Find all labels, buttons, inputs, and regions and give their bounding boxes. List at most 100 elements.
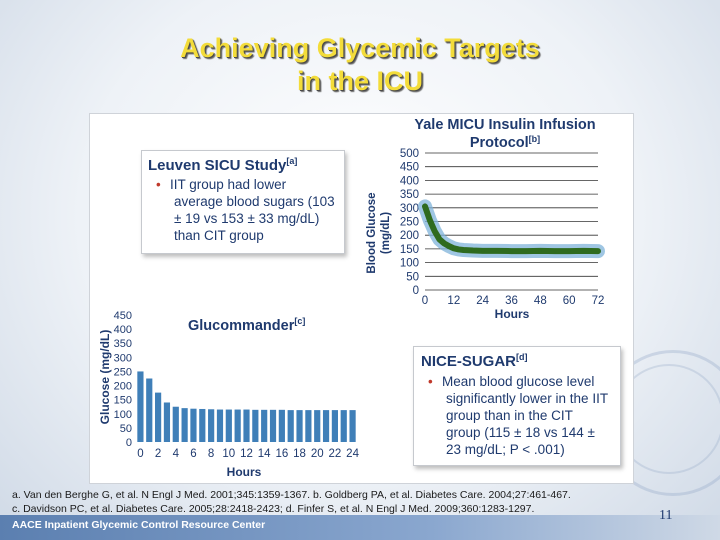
leuven-bullet-line-4: than CIT group bbox=[174, 228, 264, 243]
gluc-bar bbox=[163, 402, 171, 442]
gluc-bar bbox=[261, 409, 268, 442]
yale-data-point bbox=[437, 237, 441, 241]
yale-data-point bbox=[471, 249, 475, 253]
gluc-bar bbox=[172, 406, 179, 442]
yale-data-point bbox=[423, 204, 427, 208]
gluc-bar bbox=[181, 408, 188, 442]
yale-data-point bbox=[567, 249, 571, 253]
yale-y-tick-label: 150 bbox=[400, 244, 419, 256]
gluc-bar bbox=[278, 409, 285, 442]
yale-title-line1: Yale MICU Insulin Infusion bbox=[414, 117, 595, 133]
glucommander-label: Glucommander[c] bbox=[188, 316, 305, 334]
yale-x-tick-label: 24 bbox=[476, 295, 489, 307]
yale-data-point bbox=[428, 218, 432, 222]
gluc-bar bbox=[234, 409, 241, 442]
gluc-y-tick-label: 350 bbox=[114, 338, 132, 350]
yale-plot bbox=[418, 199, 605, 259]
gluc-x-ticks: 0 2 4 6 8 10 12 14 16 18 20 22 24 bbox=[137, 448, 359, 460]
gluc-x-tick-label: 0 bbox=[137, 448, 143, 460]
yale-y-tick-label: 350 bbox=[400, 189, 419, 201]
gluc-y-tick-label: 250 bbox=[114, 366, 132, 378]
yale-y-tick-label: 0 bbox=[413, 285, 419, 297]
gluc-x-tick-label: 18 bbox=[293, 448, 306, 460]
gluc-x-tick-label: 12 bbox=[240, 448, 253, 460]
gluc-x-tick-label: 22 bbox=[329, 448, 342, 460]
gluc-x-tick-label: 2 bbox=[155, 448, 161, 460]
title-line-1: Achieving Glycemic Targets bbox=[180, 33, 540, 63]
yale-y-tick-label: 500 bbox=[400, 148, 419, 160]
references: a. Van den Berghe G, et al. N Engl J Med… bbox=[12, 488, 571, 516]
footer-bar bbox=[0, 515, 720, 540]
yale-data-point bbox=[457, 247, 461, 251]
yale-data-point bbox=[452, 246, 456, 250]
gluc-y-tick-label: 150 bbox=[114, 395, 132, 407]
yale-y-tick-label: 200 bbox=[400, 230, 419, 242]
leuven-title-text: Leuven SICU Study bbox=[148, 157, 287, 174]
nice-sugar-box: NICE-SUGAR[d] • Mean blood glucose level … bbox=[413, 346, 621, 466]
gluc-x-tick-label: 16 bbox=[275, 448, 288, 460]
yale-data-point bbox=[495, 249, 499, 253]
gluc-y-tick-label: 300 bbox=[114, 352, 132, 364]
gluc-x-tick-label: 24 bbox=[346, 448, 359, 460]
yale-data-point bbox=[481, 249, 485, 253]
yale-data-point bbox=[447, 244, 451, 248]
yale-data-point bbox=[435, 233, 439, 237]
nice-bullet-line-2: significantly lower in the IIT bbox=[446, 391, 609, 406]
yale-data-point bbox=[466, 248, 470, 252]
yale-data-point bbox=[524, 249, 528, 253]
yale-data-point bbox=[442, 241, 446, 245]
gluc-bar bbox=[322, 410, 330, 442]
glucommander-label-text: Glucommander bbox=[188, 317, 295, 334]
yale-y-tick-label: 450 bbox=[400, 162, 419, 174]
yale-data-point bbox=[461, 248, 465, 252]
yale-y-tick-label: 100 bbox=[400, 258, 419, 270]
gluc-bar bbox=[269, 409, 277, 442]
yale-data-point bbox=[433, 229, 437, 233]
gluc-bar bbox=[208, 409, 215, 442]
gluc-bar bbox=[190, 408, 197, 442]
gluc-xlabel: Hours bbox=[227, 465, 262, 479]
leuven-bullet-line-2: average blood sugars (103 bbox=[174, 194, 335, 209]
reference-line-1: a. Van den Berghe G, et al. N Engl J Med… bbox=[12, 489, 571, 501]
gluc-bar bbox=[146, 378, 153, 442]
gluc-y-tick-label: 50 bbox=[120, 423, 132, 435]
gluc-x-tick-label: 14 bbox=[258, 448, 271, 460]
yale-data-point bbox=[582, 249, 586, 253]
gluc-bars bbox=[137, 371, 356, 442]
yale-chart: Yale MICU Insulin Infusion Protocol[b] 0… bbox=[366, 117, 605, 321]
nice-sugar-title-text: NICE-SUGAR bbox=[421, 353, 517, 370]
footer-org: AACE Inpatient Glycemic Control Resource… bbox=[12, 519, 266, 531]
gluc-y-tick-label: 450 bbox=[114, 310, 132, 322]
gluc-bar bbox=[314, 410, 321, 442]
gluc-x-tick-label: 4 bbox=[173, 448, 180, 460]
gluc-y-tick-label: 200 bbox=[114, 381, 132, 393]
yale-x-tick-label: 12 bbox=[447, 295, 460, 307]
gluc-bar bbox=[296, 410, 303, 442]
gluc-bar bbox=[252, 409, 259, 442]
glucommander-label-ref: [c] bbox=[294, 316, 306, 326]
yale-x-tick-label: 72 bbox=[592, 295, 605, 307]
reference-line-2: c. Davidson PC, et al. Diabetes Care. 20… bbox=[12, 503, 535, 515]
yale-data-point bbox=[553, 249, 557, 253]
gluc-y-tick-label: 100 bbox=[114, 409, 132, 421]
leuven-bullet-line-1: IIT group had lower bbox=[170, 177, 287, 192]
nice-bullet-line-1: Mean blood glucose level bbox=[442, 374, 595, 389]
yale-x-tick-label: 0 bbox=[422, 295, 428, 307]
leuven-box: Leuven SICU Study[a] • IIT group had lowe… bbox=[141, 150, 345, 254]
yale-data-point bbox=[425, 211, 429, 215]
yale-y-tick-label: 400 bbox=[400, 175, 419, 187]
yale-data-point bbox=[510, 249, 513, 253]
gluc-bar bbox=[155, 392, 162, 442]
gluc-bar bbox=[137, 371, 144, 442]
nice-sugar-title: NICE-SUGAR[d] bbox=[421, 352, 528, 370]
yale-data-point bbox=[596, 249, 600, 253]
gluc-bar bbox=[225, 409, 232, 442]
leuven-bullet: • IIT group had lower average blood sugar… bbox=[156, 176, 342, 244]
yale-ylabel: Blood Glucose bbox=[366, 192, 378, 273]
gluc-y-tick-label: 0 bbox=[126, 437, 132, 449]
nice-bullet-line-4: group (115 ± 18 vs 144 ± bbox=[446, 425, 595, 440]
gluc-x-tick-label: 8 bbox=[208, 448, 214, 460]
nice-sugar-bullet: • Mean blood glucose level significantly … bbox=[428, 373, 620, 458]
